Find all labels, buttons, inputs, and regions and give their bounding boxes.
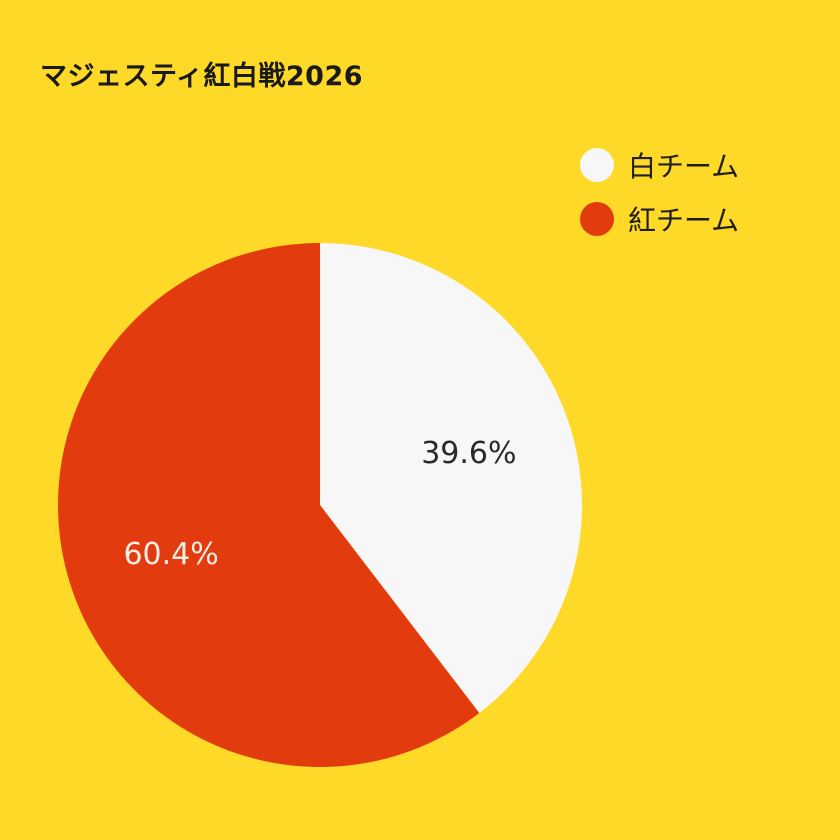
pie-slice-white-team	[320, 243, 583, 714]
pie-label-white-team: 39.6%	[421, 436, 516, 471]
chart-title: マジェスティ紅白戦2026	[40, 61, 364, 92]
legend-label-red-team: 紅チーム	[628, 204, 740, 237]
legend-label-white-team: 白チーム	[628, 150, 740, 183]
legend-item-white-team: 白チーム	[580, 138, 739, 192]
legend-swatch-white	[580, 148, 614, 182]
legend-item-red-team: 紅チーム	[580, 192, 739, 246]
legend: 白チーム 紅チーム	[580, 138, 739, 246]
legend-swatch-red	[580, 202, 614, 236]
pie-slice-red-team	[58, 243, 480, 767]
pie-label-red-team: 60.4%	[123, 537, 218, 572]
